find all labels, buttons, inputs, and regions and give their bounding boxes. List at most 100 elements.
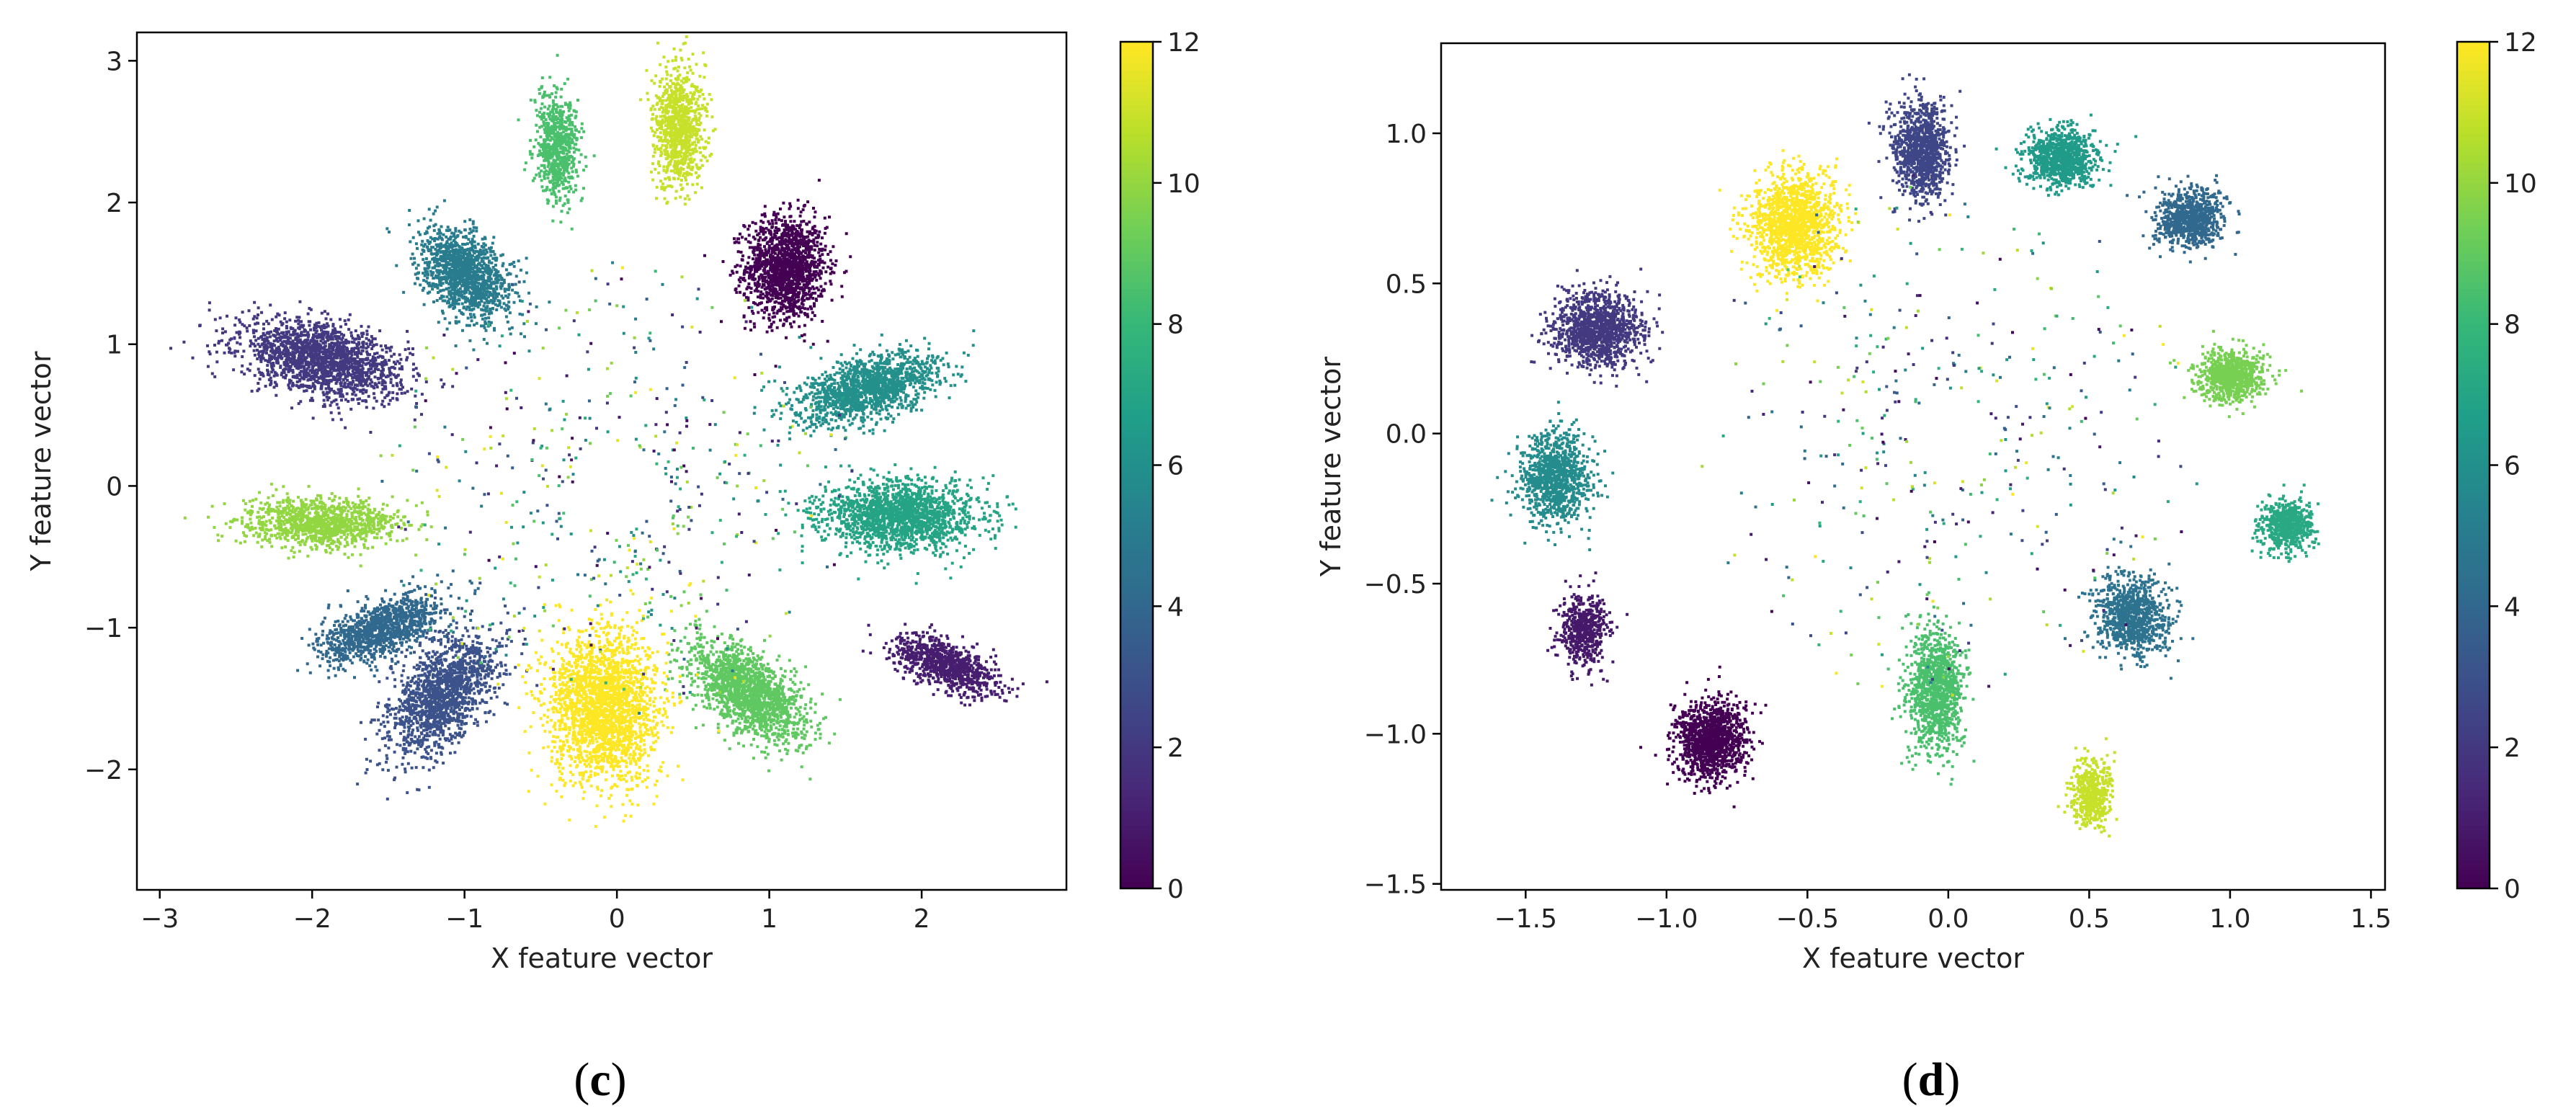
panel-label-d-close: ): [1944, 1053, 1960, 1106]
noise-point: [602, 558, 606, 561]
noise-point: [594, 299, 597, 303]
noise-point: [1936, 606, 1940, 610]
noise-point: [1928, 561, 1931, 564]
colorbar-segment: [1120, 832, 1153, 840]
noise-point: [1841, 462, 1845, 465]
plot-frame-d: [1440, 42, 2386, 891]
cluster-points-d-10: [2168, 329, 2304, 419]
noise-point: [736, 628, 739, 631]
noise-point: [424, 399, 427, 403]
noise-point: [1853, 375, 1856, 378]
colorbar-segment: [1120, 535, 1153, 544]
noise-point: [2016, 458, 2020, 462]
x-tick-label: 1.5: [2350, 904, 2392, 934]
noise-point: [633, 550, 637, 553]
noise-point: [1904, 326, 1908, 329]
noise-point: [1933, 520, 1937, 524]
noise-point: [562, 512, 566, 515]
noise-point: [572, 319, 576, 323]
colorbar-segment: [1120, 324, 1153, 332]
noise-point: [1888, 207, 1891, 210]
cluster-d-4: [2126, 174, 2241, 264]
noise-point: [558, 517, 562, 520]
noise-point: [1881, 345, 1885, 349]
colorbar-segment: [2457, 63, 2490, 71]
noise-point: [2021, 422, 2024, 426]
noise-point: [544, 402, 548, 406]
colorbar-segment: [1120, 528, 1153, 537]
cluster-points-d-3: [1867, 73, 1966, 223]
colorbar-segment: [2457, 472, 2490, 480]
noise-point: [1931, 599, 1935, 603]
colorbar-segment: [1120, 275, 1153, 282]
noise-point: [589, 622, 592, 625]
noise-point: [826, 565, 829, 569]
noise-point: [460, 642, 463, 646]
colorbar-segment: [2457, 211, 2490, 219]
noise-point: [537, 586, 540, 589]
noise-point: [2045, 623, 2049, 627]
noise-point: [656, 548, 659, 552]
x-tick-label: 1.0: [2209, 904, 2250, 934]
noise-point: [633, 555, 637, 558]
noise-point: [1864, 390, 1868, 393]
cluster-d-0: [1639, 665, 1768, 808]
noise-point: [804, 432, 807, 435]
noise-point: [722, 411, 726, 414]
noise-point: [2105, 548, 2109, 551]
noise-point: [1860, 531, 1864, 535]
noise-point: [589, 578, 593, 581]
colorbar-segment: [2457, 606, 2490, 614]
noise-point: [397, 525, 401, 529]
noise-point: [414, 389, 418, 393]
noise-point: [2006, 416, 2010, 419]
noise-point: [1860, 486, 1863, 490]
noise-point: [781, 507, 785, 511]
colorbar-segment: [1120, 437, 1153, 445]
noise-point: [1925, 597, 1929, 601]
noise-point: [1813, 265, 1817, 268]
noise-point: [806, 464, 809, 468]
noise-point: [587, 367, 590, 371]
colorbar-tick-label: 4: [1167, 592, 1184, 622]
noise-point: [498, 442, 502, 446]
colorbar-segment: [1120, 119, 1153, 128]
noise-point: [595, 563, 599, 567]
colorbar-tick-label: 10: [2504, 169, 2537, 199]
noise-point: [605, 401, 609, 405]
noise-point: [1721, 434, 1725, 437]
noise-point: [517, 611, 521, 615]
colorbar-segment: [1120, 197, 1153, 205]
noise-point: [515, 396, 518, 400]
noise-point: [666, 423, 669, 427]
noise-point: [2157, 440, 2160, 443]
noise-point: [606, 532, 610, 535]
noise-point: [1855, 336, 1858, 340]
noise-point: [2005, 358, 2009, 362]
noise-point: [2036, 567, 2039, 571]
noise-point: [391, 453, 394, 457]
noise-point: [1969, 623, 1973, 627]
noise-point: [1961, 518, 1965, 522]
colorbar-segment: [2457, 366, 2490, 375]
colorbar-segment: [2457, 458, 2490, 466]
noise-point: [633, 380, 636, 384]
noise-point: [2106, 306, 2110, 309]
cluster-points-d-2: [1530, 267, 1664, 388]
colorbar-segment: [1120, 803, 1153, 812]
noise-point: [1982, 251, 1985, 255]
noise-point: [1868, 313, 1872, 316]
noise-point: [744, 320, 748, 324]
noise-point: [443, 425, 447, 429]
noise-point: [654, 434, 658, 438]
noise-point: [501, 557, 504, 561]
colorbar-segment: [1120, 818, 1153, 826]
noise-point: [531, 441, 535, 445]
noise-point: [1923, 471, 1927, 474]
noise-point: [618, 545, 621, 548]
colorbar-segment: [2457, 295, 2490, 304]
noise-point: [652, 450, 656, 452]
noise-point: [682, 525, 685, 528]
noise-point: [1798, 264, 1801, 268]
noise-point: [402, 584, 406, 587]
